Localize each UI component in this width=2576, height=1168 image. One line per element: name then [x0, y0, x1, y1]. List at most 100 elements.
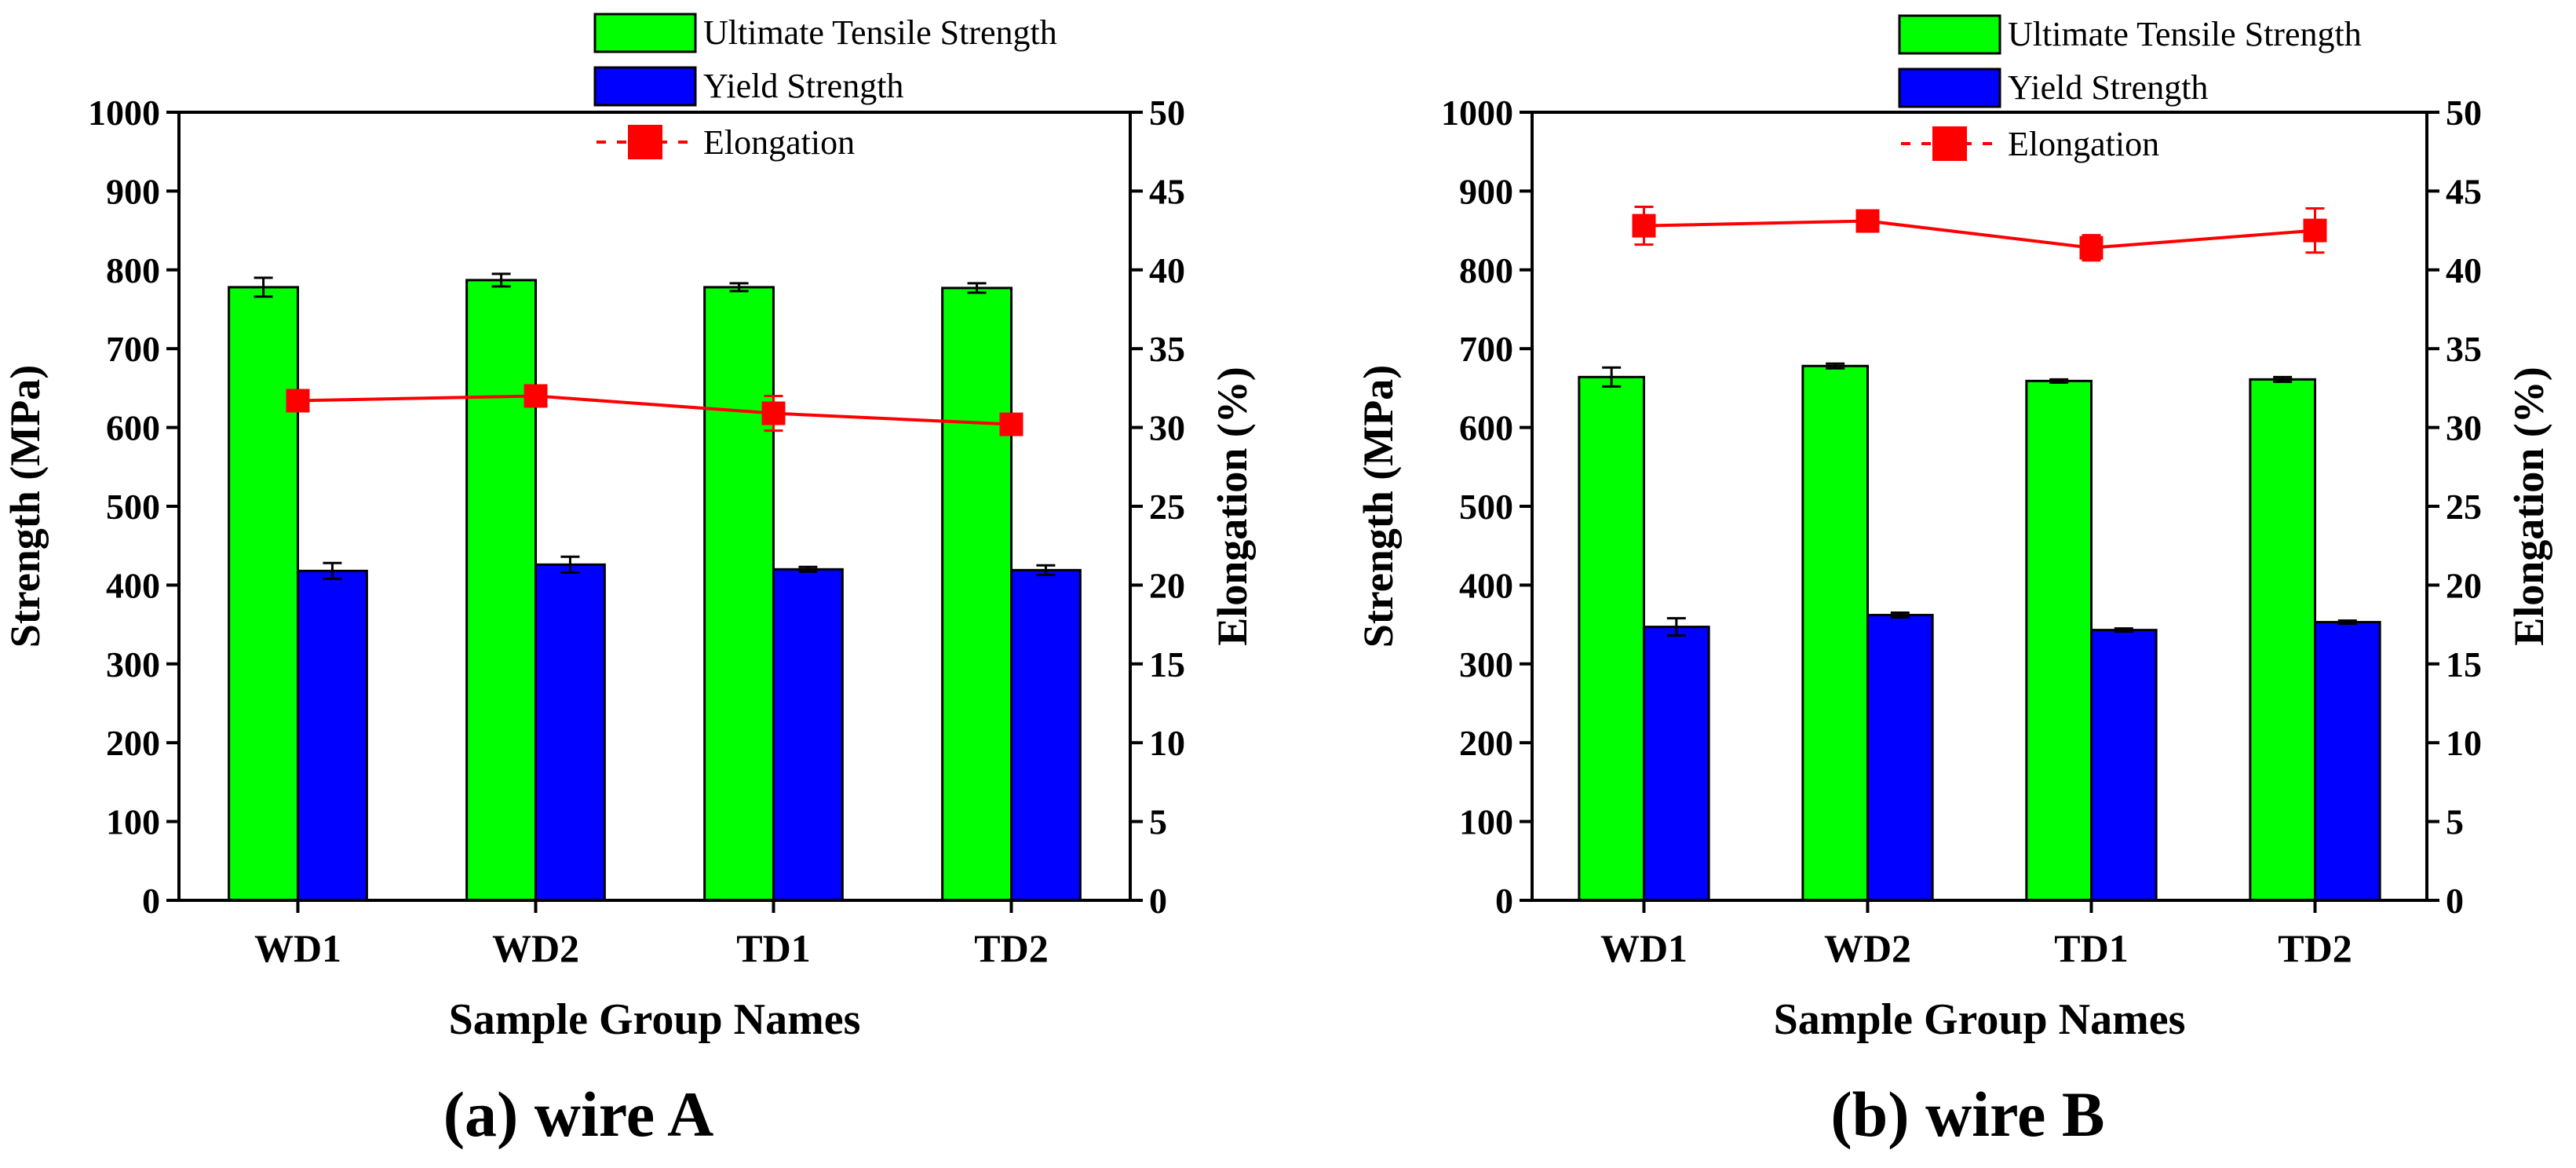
- x-axis-title: Sample Group Names: [1774, 995, 2186, 1044]
- y-axis-title: Strength (MPa): [2, 365, 49, 648]
- y2-tick-label: 0: [1149, 881, 1167, 921]
- y-tick-label: 1000: [1441, 93, 1513, 133]
- y2-tick-label: 40: [2446, 250, 2482, 290]
- elongation-point: [524, 384, 548, 408]
- y2-tick-label: 10: [1149, 723, 1185, 763]
- uts-bar: [2025, 379, 2093, 902]
- legend-swatch-yield: [1898, 68, 2001, 108]
- y2-tick-label: 20: [1149, 565, 1185, 605]
- elongation-point: [999, 412, 1023, 436]
- yield-error-bar: [2337, 619, 2357, 626]
- y2-tick-label: 40: [1149, 250, 1185, 290]
- elongation-point: [286, 389, 310, 413]
- y-tick-label: 500: [1459, 487, 1513, 527]
- y-tick-label: 200: [1459, 723, 1513, 763]
- y-tick-label: 200: [106, 723, 160, 763]
- y2-axis-title: Elongation (%): [2505, 367, 2552, 646]
- y-tick-label: 300: [1459, 644, 1513, 684]
- yield-bar: [1866, 614, 1934, 902]
- y2-tick-label: 10: [2446, 723, 2482, 763]
- legend-label-uts: Ultimate Tensile Strength: [2008, 15, 2362, 53]
- y2-tick-label: 20: [2446, 565, 2482, 605]
- elongation-point: [2303, 218, 2327, 243]
- y2-tick-label: 35: [2446, 329, 2482, 369]
- y-tick-label: 500: [106, 487, 160, 527]
- legend-label-yield: Yield Strength: [2008, 68, 2208, 107]
- uts-bar: [465, 279, 538, 902]
- uts-error-bar: [729, 282, 749, 293]
- uts-error-bar: [491, 272, 511, 288]
- yield-error-bar: [560, 555, 580, 574]
- uts-error-bar: [967, 282, 987, 294]
- uts-error-bar: [2273, 375, 2293, 383]
- legend-label-elongation: Elongation: [2008, 125, 2159, 163]
- legend: Ultimate Tensile Strength Yield Strength E…: [593, 13, 1057, 162]
- yield-bar: [297, 569, 368, 902]
- x-tick-label: TD2: [974, 926, 1048, 970]
- elongation-point: [2079, 235, 2103, 260]
- uts-error-bar: [254, 276, 273, 298]
- yield-error-bar: [798, 565, 818, 573]
- chart-panel-b: 0 100 200 300 400 500 600 700 800 900 1000 0 5 10 15 20…: [1355, 14, 2552, 1150]
- y-tick-label: 1000: [88, 93, 160, 133]
- y2-tick-label: 15: [1149, 644, 1185, 684]
- legend-label-elongation: Elongation: [703, 123, 855, 162]
- x-tick-label: WD2: [492, 926, 579, 970]
- uts-bar: [228, 286, 300, 902]
- y2-tick-label: 5: [2446, 802, 2464, 842]
- yield-error-bar: [323, 561, 342, 580]
- uts-bar: [941, 287, 1013, 902]
- y2-tick-label: 30: [2446, 408, 2482, 448]
- uts-bar: [703, 286, 775, 902]
- y-tick-label: 700: [106, 329, 160, 369]
- uts-bar: [1801, 364, 1870, 902]
- y-tick-label: 600: [106, 408, 160, 448]
- x-tick-label: WD1: [254, 926, 341, 970]
- legend-swatch-uts: [1898, 14, 2001, 55]
- uts-bar: [1578, 375, 1645, 902]
- uts-error-bar: [2049, 378, 2069, 384]
- legend-marker-elongation: [628, 125, 662, 159]
- yield-bar: [772, 568, 844, 902]
- yield-bar: [2314, 621, 2381, 902]
- legend-label-uts: Ultimate Tensile Strength: [703, 13, 1057, 52]
- y2-tick-label: 30: [1149, 408, 1185, 448]
- panel-caption: (a) wire A: [443, 1079, 714, 1150]
- uts-error-bar: [1602, 366, 1622, 388]
- elongation-point: [1632, 214, 1656, 238]
- elongation-line: [297, 394, 1012, 426]
- legend-swatch-uts: [593, 13, 697, 53]
- yield-error-bar: [2114, 627, 2133, 633]
- legend-marker-elongation: [1932, 126, 1967, 161]
- y-tick-label: 100: [1459, 802, 1513, 842]
- y2-tick-label: 45: [1149, 171, 1185, 211]
- elongation-point: [761, 401, 786, 425]
- yield-bar: [2090, 629, 2158, 902]
- legend-swatch-yield: [593, 66, 697, 107]
- y-tick-label: 0: [142, 881, 160, 921]
- legend-label-yield: Yield Strength: [703, 67, 903, 105]
- legend: Ultimate Tensile Strength Yield Strength E…: [1898, 14, 2362, 163]
- uts-bar: [2249, 378, 2317, 902]
- y-tick-label: 600: [1459, 408, 1513, 448]
- y-axis-title: Strength (MPa): [1355, 365, 1402, 648]
- y2-axis-title: Elongation (%): [1209, 367, 1256, 646]
- y-tick-label: 900: [1459, 171, 1513, 211]
- chart-panel-a: 0 100 200 300 400 500 600 700 800 900 1000 0 5 10 15 20…: [2, 13, 1256, 1150]
- elongation-point: [1855, 209, 1880, 233]
- y-tick-label: 700: [1459, 329, 1513, 369]
- uts-error-bar: [1826, 362, 1845, 370]
- y2-tick-label: 50: [2446, 93, 2482, 133]
- y2-tick-label: 15: [2446, 644, 2482, 684]
- yield-bar: [535, 563, 606, 902]
- yield-error-bar: [1890, 611, 1910, 619]
- elongation-line: [1644, 219, 2315, 250]
- y-tick-label: 300: [106, 644, 160, 684]
- x-tick-label: TD2: [2278, 926, 2352, 970]
- yield-bar: [1643, 626, 1710, 902]
- y2-tick-label: 5: [1149, 802, 1167, 842]
- y-tick-label: 900: [106, 171, 160, 211]
